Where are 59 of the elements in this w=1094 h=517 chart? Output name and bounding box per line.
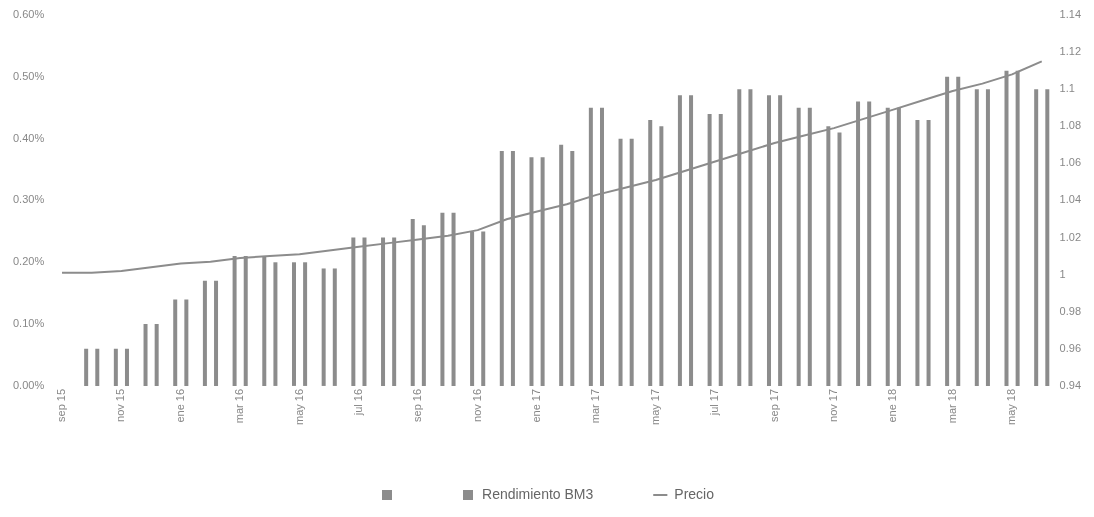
bar xyxy=(1034,89,1039,386)
y2-tick-label: 1.14 xyxy=(1059,8,1082,21)
y-tick-label: 0.50% xyxy=(12,69,45,82)
bar xyxy=(974,89,979,386)
bar xyxy=(291,262,296,386)
bar xyxy=(84,348,89,386)
x-tick-label: mar 16 xyxy=(233,388,246,424)
bar xyxy=(273,262,278,386)
y-tick-label: 0.60% xyxy=(12,8,45,21)
bar xyxy=(95,348,100,386)
x-tick-label: sep 15 xyxy=(55,388,68,422)
bar xyxy=(926,120,931,386)
bar xyxy=(143,324,148,386)
legend-label: Rendimiento BM3 xyxy=(482,485,594,502)
bar xyxy=(124,348,129,386)
y2-tick-label: 1.06 xyxy=(1059,156,1082,169)
x-tick-label: jul 16 xyxy=(351,388,364,417)
y-tick-label: 0.20% xyxy=(12,255,45,268)
bar xyxy=(214,280,219,386)
bar xyxy=(1045,89,1050,386)
legend-label: Precio xyxy=(674,485,715,502)
x-tick-label: nov 15 xyxy=(114,388,127,422)
bar xyxy=(113,348,118,386)
x-tick-label: mar 17 xyxy=(589,388,602,424)
x-tick-label: mar 18 xyxy=(945,388,958,424)
bar xyxy=(173,299,178,386)
x-tick-label: may 18 xyxy=(1005,388,1018,426)
bar xyxy=(837,132,842,386)
y-tick-label: 0.30% xyxy=(12,193,45,206)
bar xyxy=(321,268,326,386)
bar xyxy=(303,262,308,386)
y2-tick-label: 0.96 xyxy=(1059,341,1082,354)
bar xyxy=(332,268,337,386)
bar xyxy=(915,120,920,386)
y2-tick-label: 1.08 xyxy=(1059,119,1082,132)
x-tick-label: ene 16 xyxy=(173,388,186,423)
x-tick-label: sep 17 xyxy=(767,388,780,422)
bar xyxy=(154,324,159,386)
x-tick-label: jul 17 xyxy=(708,388,721,417)
x-tick-label: ene 17 xyxy=(530,388,543,423)
bar xyxy=(184,299,189,386)
y-tick-label: 0.00% xyxy=(12,378,45,391)
bar xyxy=(985,89,990,386)
x-tick-label: may 16 xyxy=(292,388,305,426)
x-tick-label: may 17 xyxy=(648,388,661,426)
y-tick-label: 0.40% xyxy=(12,131,45,144)
x-tick-label: nov 16 xyxy=(470,388,483,422)
x-tick-label: sep 16 xyxy=(411,388,424,422)
x-tick-label: nov 17 xyxy=(826,388,839,422)
y2-tick-label: 1.04 xyxy=(1059,193,1082,206)
y2-tick-label: 1 xyxy=(1059,267,1066,280)
bar xyxy=(202,280,207,386)
y2-tick-label: 1.1 xyxy=(1059,82,1075,95)
y2-tick-label: 1.12 xyxy=(1059,45,1082,58)
y2-tick-label: 0.94 xyxy=(1059,378,1082,391)
y-tick-label: 0.10% xyxy=(12,317,45,330)
y2-tick-label: 1.02 xyxy=(1059,230,1082,243)
x-tick-label: ene 18 xyxy=(886,388,899,423)
y2-tick-label: 0.98 xyxy=(1059,304,1082,317)
